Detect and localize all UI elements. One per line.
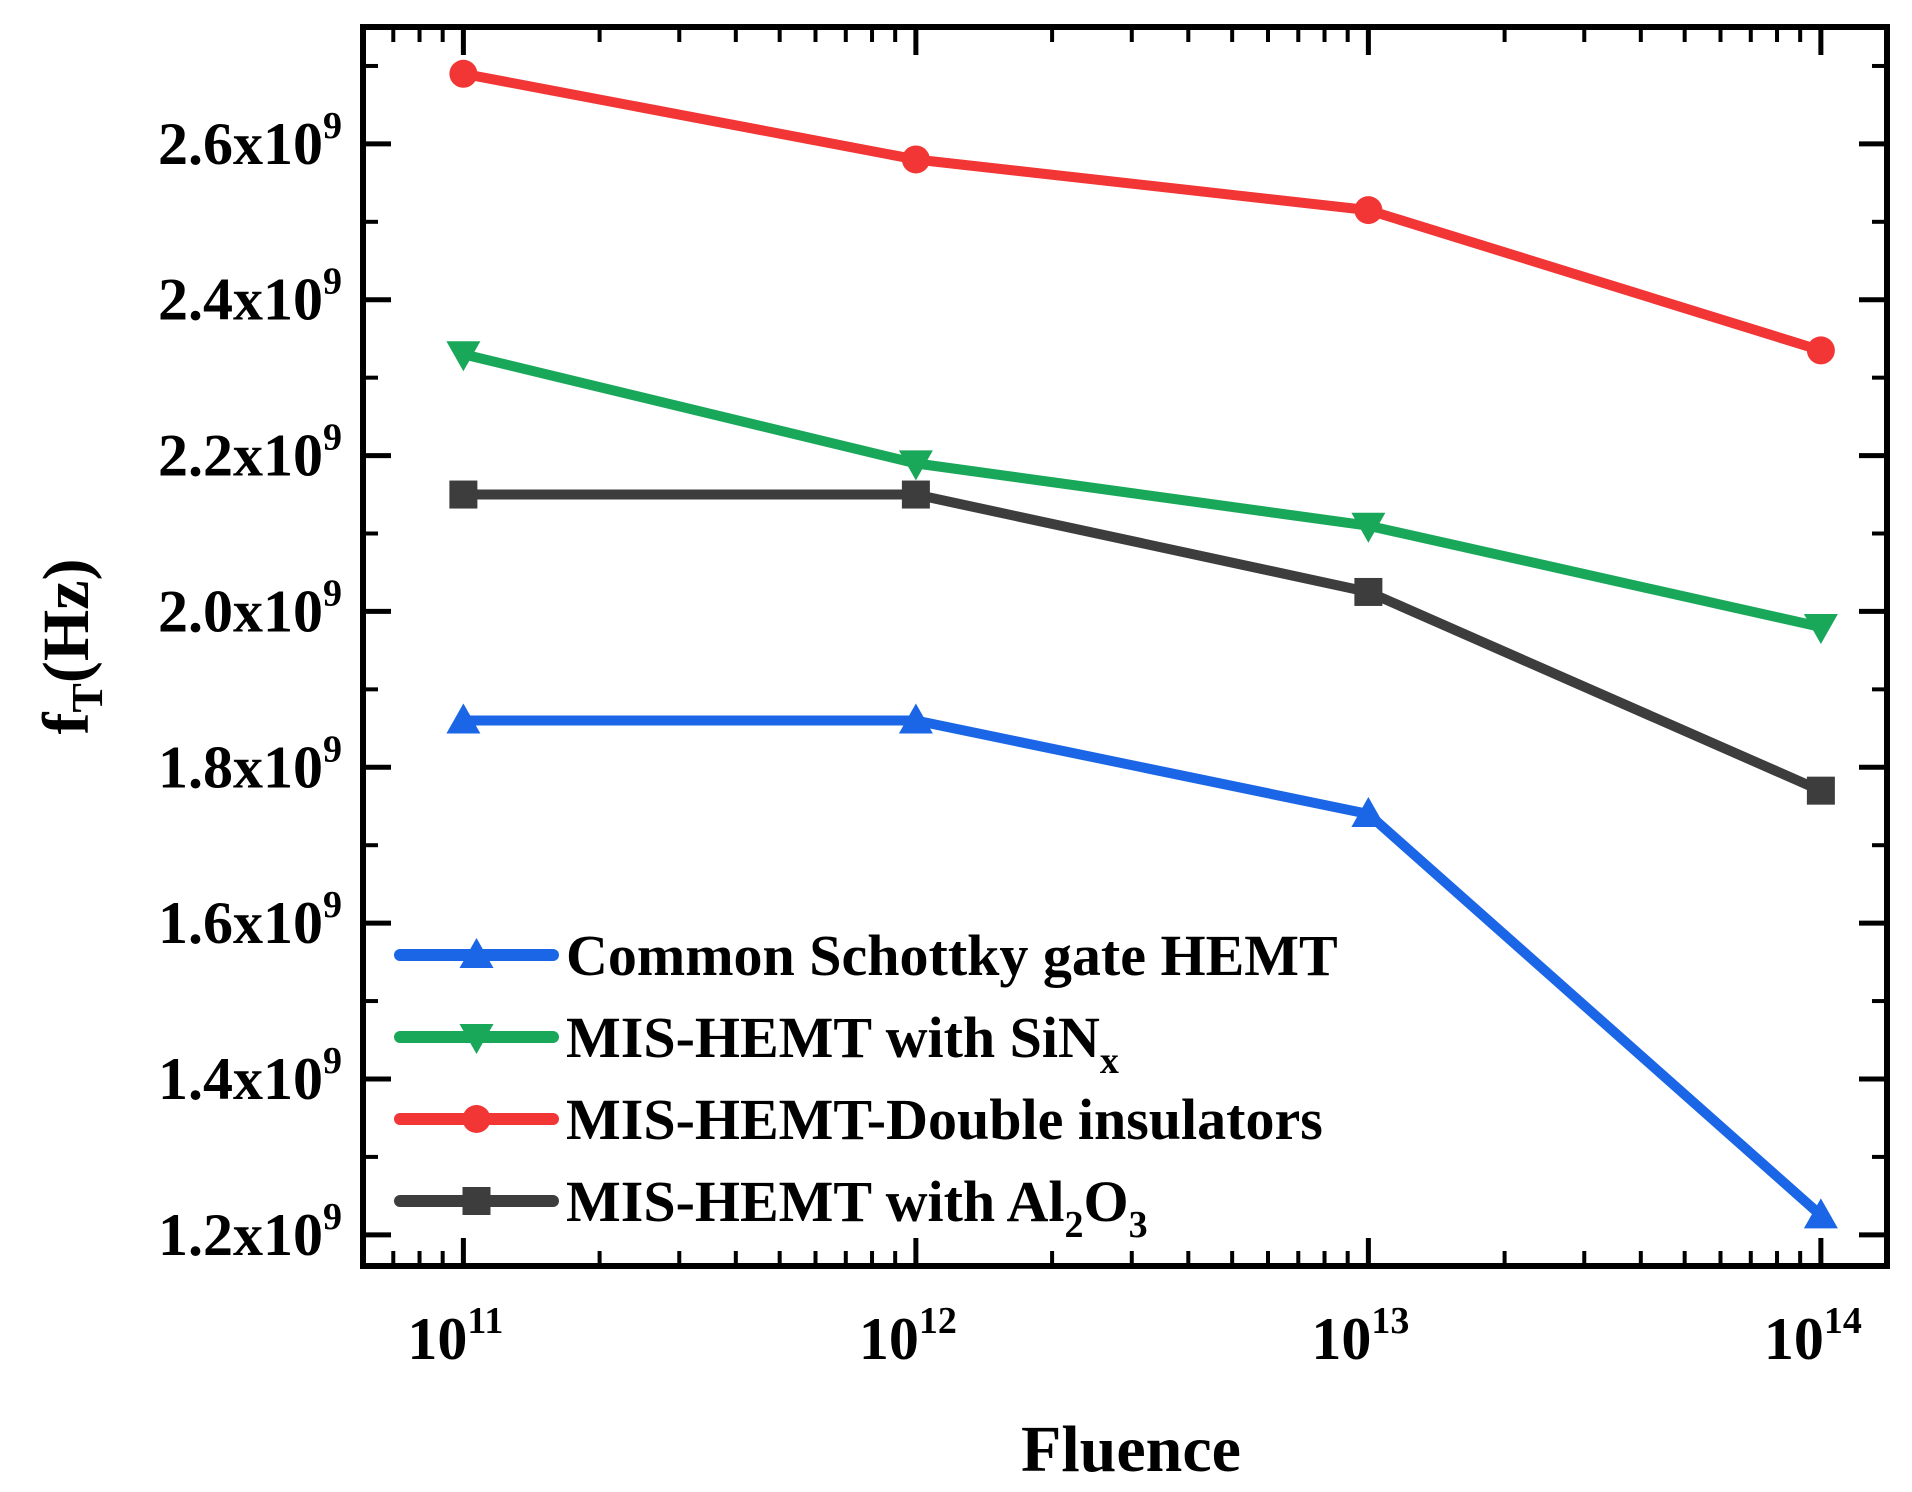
y-tick-label: 2.2x109 (158, 417, 342, 489)
y-tick-label: 2.0x109 (158, 572, 342, 644)
legend-marker-schottky (459, 938, 494, 968)
y-axis-title-sub: T (63, 683, 112, 712)
data-point-al2o3 (1806, 776, 1835, 805)
data-point-schottky (898, 703, 933, 734)
plot-frame (360, 24, 1890, 1269)
y-tick-label: 1.2x109 (158, 1196, 342, 1268)
data-point-al2o3 (449, 480, 478, 509)
legend-entry-double: MIS-HEMT-Double insulators (394, 1087, 1323, 1152)
data-point-sinx (898, 450, 933, 481)
y-tick-label: 1.8x109 (158, 728, 342, 800)
data-point-double (449, 59, 478, 88)
series-line-double (458, 68, 1826, 356)
series-line-schottky (458, 715, 1826, 1221)
data-point-sinx (1351, 512, 1386, 543)
y-tick-label: 2.4x109 (158, 261, 342, 333)
series-line-sinx (458, 349, 1826, 633)
data-point-schottky (446, 703, 481, 734)
series-double (449, 59, 1835, 365)
legend-label-al2o3: MIS-HEMT with Al2O3 (566, 1169, 1148, 1246)
data-point-sinx (1803, 614, 1838, 645)
legend-entry-sinx: MIS-HEMT with SiNx (394, 1005, 1119, 1082)
series-al2o3 (449, 480, 1835, 805)
y-axis-title-main: f (30, 711, 103, 734)
x-tick-label: 1014 (1764, 1300, 1862, 1372)
y-tick-label: 2.6x109 (158, 105, 342, 177)
data-point-sinx (446, 341, 481, 372)
legend: Common Schottky gate HEMT MIS-HEMT with … (394, 923, 1338, 1246)
data-point-schottky (1803, 1198, 1838, 1229)
y-tick-label: 1.4x109 (158, 1040, 342, 1112)
series-line-al2o3 (458, 489, 1826, 796)
data-point-al2o3 (901, 480, 930, 509)
data-point-schottky (1351, 797, 1386, 828)
legend-label-sinx: MIS-HEMT with SiNx (566, 1005, 1119, 1082)
legend-entry-schottky: Common Schottky gate HEMT (394, 923, 1338, 988)
series-schottky (446, 703, 1838, 1229)
y-axis-title-rest: (Hz) (30, 559, 103, 684)
data-point-double (901, 145, 930, 174)
x-axis-title: Fluence (1021, 1413, 1241, 1486)
data-point-double (1354, 196, 1383, 225)
legend-marker-double (462, 1105, 491, 1133)
data-point-double (1806, 336, 1835, 365)
axis-tick-labels: 1011 1012 1013 1014 1.2x109 1.4x109 1.6x109 1.8… (158, 105, 1862, 1372)
legend-label-schottky: Common Schottky gate HEMT (566, 923, 1338, 988)
legend-marker-sinx (459, 1024, 494, 1054)
legend-marker-al2o3 (462, 1187, 491, 1215)
y-axis-title: fT(Hz) (30, 559, 112, 735)
y-tick-label: 1.6x109 (158, 884, 342, 956)
legend-entry-al2o3: MIS-HEMT with Al2O3 (394, 1169, 1148, 1246)
legend-label-double: MIS-HEMT-Double insulators (566, 1087, 1323, 1152)
x-tick-label: 1013 (1311, 1300, 1409, 1372)
data-point-al2o3 (1354, 577, 1383, 606)
x-tick-label: 1011 (407, 1300, 503, 1372)
series-layer (446, 59, 1838, 1229)
series-sinx (446, 341, 1838, 645)
x-tick-label: 1012 (859, 1300, 957, 1372)
